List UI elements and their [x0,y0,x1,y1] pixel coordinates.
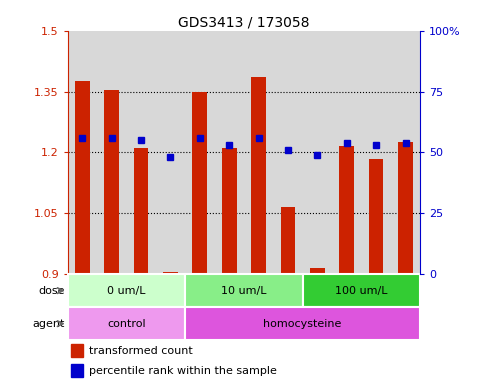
Bar [193,93,207,274]
Bar [68,274,185,307]
Bar [185,274,303,307]
Text: homocysteine: homocysteine [264,319,342,329]
Bar [185,31,214,274]
Bar [134,148,148,274]
Bar [185,307,420,340]
Bar [214,31,244,274]
Bar [163,272,178,274]
Bar [303,274,420,307]
Bar [251,77,266,274]
Bar [398,142,413,274]
Bar [127,31,156,274]
Bar [332,31,361,274]
Title: GDS3413 / 173058: GDS3413 / 173058 [178,16,310,30]
Bar [97,31,127,274]
Bar [104,89,119,274]
Bar [281,207,295,274]
Text: agent: agent [32,319,65,329]
Bar [303,31,332,274]
Text: 100 um/L: 100 um/L [335,286,388,296]
Bar [68,31,97,274]
Bar [273,31,303,274]
Bar [71,344,84,357]
Bar [391,31,420,274]
Text: transformed count: transformed count [89,346,193,356]
Bar [222,148,237,274]
Bar [310,268,325,274]
Text: control: control [107,319,146,329]
Text: 10 um/L: 10 um/L [221,286,267,296]
Bar [361,31,391,274]
Bar [156,31,185,274]
Bar [244,31,273,274]
Bar [75,81,90,274]
Text: 0 um/L: 0 um/L [107,286,146,296]
Text: percentile rank within the sample: percentile rank within the sample [89,366,277,376]
Bar [68,307,185,340]
Bar [71,364,84,377]
Bar [369,159,384,274]
Text: dose: dose [38,286,65,296]
Bar [340,146,354,274]
